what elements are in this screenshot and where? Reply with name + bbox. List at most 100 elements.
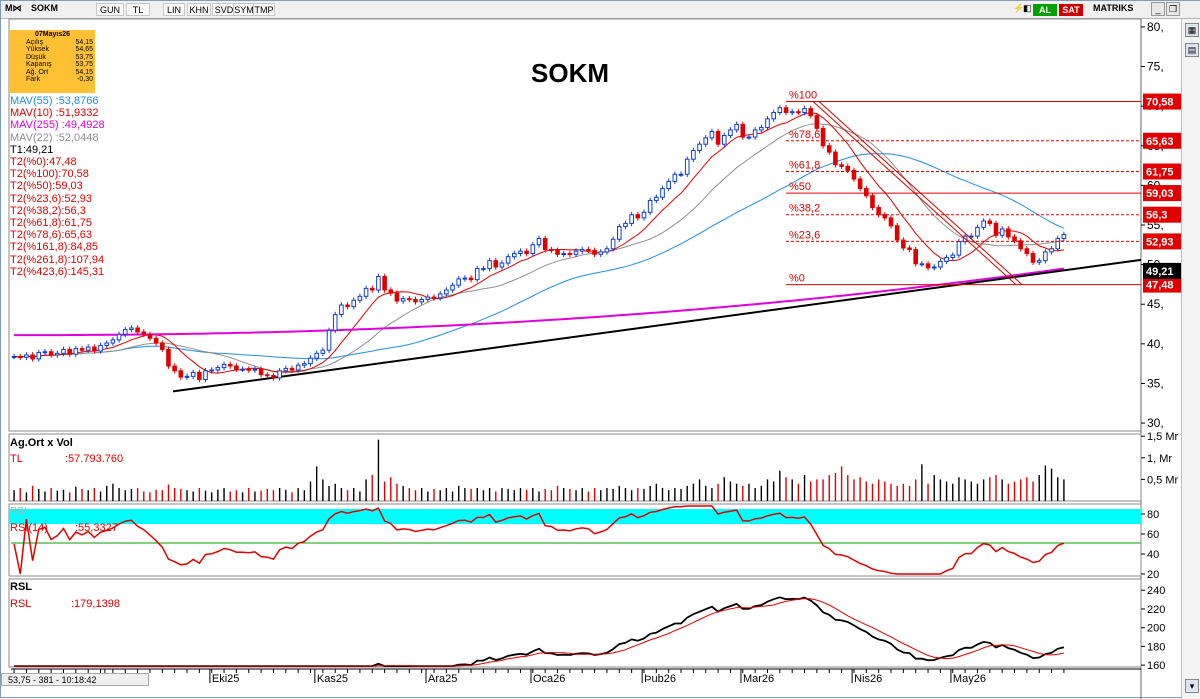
candle-body bbox=[215, 367, 221, 371]
candle-body bbox=[36, 352, 42, 360]
candle-body bbox=[48, 351, 54, 356]
fib-price-tag-label: 52,93 bbox=[1146, 236, 1174, 248]
candle-body bbox=[122, 329, 128, 335]
candle-body bbox=[407, 298, 412, 301]
candle-body bbox=[987, 220, 993, 224]
rsl-panel: 160 180 200 220 240 bbox=[8, 578, 1165, 672]
volume-tick-label: 1, Mr bbox=[1147, 453, 1172, 465]
candle-body bbox=[283, 367, 289, 372]
candle-body bbox=[715, 131, 721, 145]
sidebar-layout-icon[interactable]: ▦ bbox=[1185, 23, 1199, 37]
candle-body bbox=[474, 268, 480, 281]
candle-body bbox=[777, 107, 783, 113]
ma55-line bbox=[14, 153, 1065, 360]
infobox-label: Kapanış bbox=[26, 61, 52, 68]
candle-body bbox=[845, 165, 851, 171]
candle-body bbox=[598, 251, 604, 255]
toolbar-button-khn[interactable]: KHN bbox=[187, 3, 211, 16]
candle-body bbox=[728, 129, 733, 136]
toolbar-button-lin[interactable]: LIN bbox=[163, 3, 185, 16]
rsi-tick-label: 40 bbox=[1147, 549, 1159, 561]
candle-body bbox=[197, 371, 202, 381]
month-label: May26 bbox=[953, 673, 986, 685]
candle-body bbox=[444, 289, 449, 295]
rsi-label: RSI(14) bbox=[10, 522, 48, 534]
candle-body bbox=[542, 237, 548, 251]
fib-price-tag bbox=[1143, 233, 1181, 250]
candle-body bbox=[308, 357, 313, 365]
candle-body bbox=[931, 266, 937, 269]
infobox-value: 54,15 bbox=[75, 38, 93, 46]
month-label: Oca26 bbox=[533, 673, 565, 685]
candle-body bbox=[919, 263, 925, 266]
infobox-row: Açılış 54,15 bbox=[12, 39, 93, 47]
candle-body bbox=[944, 256, 949, 262]
candle-body bbox=[746, 136, 752, 139]
candle-body bbox=[549, 249, 554, 252]
candle-body bbox=[227, 363, 233, 367]
candle-body bbox=[654, 196, 659, 201]
support-trend-line bbox=[172, 258, 1142, 393]
toolbar: SOKM M⋈ GUN TL LIN KHN SVD SYM TMP ⚡ ◧ AL SAT … bbox=[1, 1, 1200, 19]
candle-body bbox=[678, 173, 684, 176]
month-label: Nis26 bbox=[854, 673, 882, 685]
sell-button[interactable]: SAT bbox=[1059, 4, 1083, 16]
infobox-label: Fark bbox=[26, 76, 40, 83]
candle-body bbox=[672, 173, 678, 182]
candle-body bbox=[302, 363, 307, 366]
candle-body bbox=[999, 228, 1005, 236]
indicator-legend-item: MAV(10) :51,9332 bbox=[10, 107, 99, 120]
fib-price-tag bbox=[1143, 163, 1181, 180]
toolbar-button-gun[interactable]: GUN bbox=[96, 3, 124, 16]
candle-body bbox=[703, 137, 709, 145]
candle-body bbox=[42, 351, 48, 354]
minimize-icon[interactable]: _ bbox=[1151, 2, 1165, 16]
candle-body bbox=[481, 268, 486, 271]
candle-body bbox=[808, 108, 814, 117]
candle-body bbox=[382, 276, 387, 291]
infobox-value: 53,75 bbox=[75, 61, 93, 68]
rsl-tick-label: 220 bbox=[1147, 604, 1165, 616]
candle-body bbox=[863, 188, 869, 197]
infobox-label: Ağ. Ort bbox=[26, 68, 49, 76]
candle-body bbox=[783, 107, 789, 113]
rsl-value: :179,1398 bbox=[71, 598, 120, 610]
fib-price-tag bbox=[1143, 185, 1181, 202]
sidebar-scroll-down-icon[interactable]: ▾ bbox=[1185, 679, 1199, 693]
last-price-tag-label: 49,21 bbox=[1146, 266, 1174, 278]
volume-tick-label: 0,5 Mr bbox=[1147, 474, 1179, 486]
ma255-line bbox=[14, 267, 1065, 337]
candle-body bbox=[67, 348, 72, 355]
fib-price-tag-label: 61,75 bbox=[1146, 167, 1174, 179]
indicator-legend-item: T2(%261,8):107,94 bbox=[10, 253, 105, 266]
volume-value: :57.793.760 bbox=[65, 453, 124, 465]
buy-button[interactable]: AL bbox=[1033, 4, 1057, 16]
symbol-menu-icon[interactable]: M⋈ bbox=[5, 3, 22, 13]
pin-icon[interactable]: ⚡ bbox=[1013, 3, 1025, 13]
candle-body bbox=[894, 225, 900, 241]
candle-body bbox=[437, 293, 443, 299]
toolbar-button-tmp[interactable]: TMP bbox=[253, 3, 275, 16]
candle-body bbox=[876, 207, 881, 216]
fib-price-tag-label: 59,03 bbox=[1146, 188, 1174, 200]
toolbar-button-tl[interactable]: TL bbox=[126, 3, 150, 16]
candle-body bbox=[901, 239, 906, 249]
candle-body bbox=[1049, 248, 1054, 253]
sidebar-grid-icon[interactable]: ▤ bbox=[1185, 43, 1199, 57]
candle-body bbox=[376, 276, 381, 291]
infobox-row: Ağ. Ort 54,15 bbox=[12, 69, 93, 77]
candle-body bbox=[839, 164, 844, 167]
candle-body bbox=[246, 368, 252, 371]
candle-body bbox=[956, 241, 962, 256]
candle-body bbox=[616, 226, 622, 240]
candle-body bbox=[635, 214, 641, 219]
rsi-value: :55,3327 bbox=[75, 522, 118, 534]
ma22-line bbox=[14, 123, 1064, 373]
infobox-row: Kapanış 53,75 bbox=[12, 61, 93, 69]
restore-icon[interactable]: ❐ bbox=[1166, 2, 1180, 16]
rsl-plot-area bbox=[8, 578, 1142, 668]
candle-body bbox=[209, 369, 215, 372]
options-icon[interactable]: ◧ bbox=[1023, 3, 1032, 13]
symbol-field[interactable]: SOKM bbox=[31, 3, 58, 13]
